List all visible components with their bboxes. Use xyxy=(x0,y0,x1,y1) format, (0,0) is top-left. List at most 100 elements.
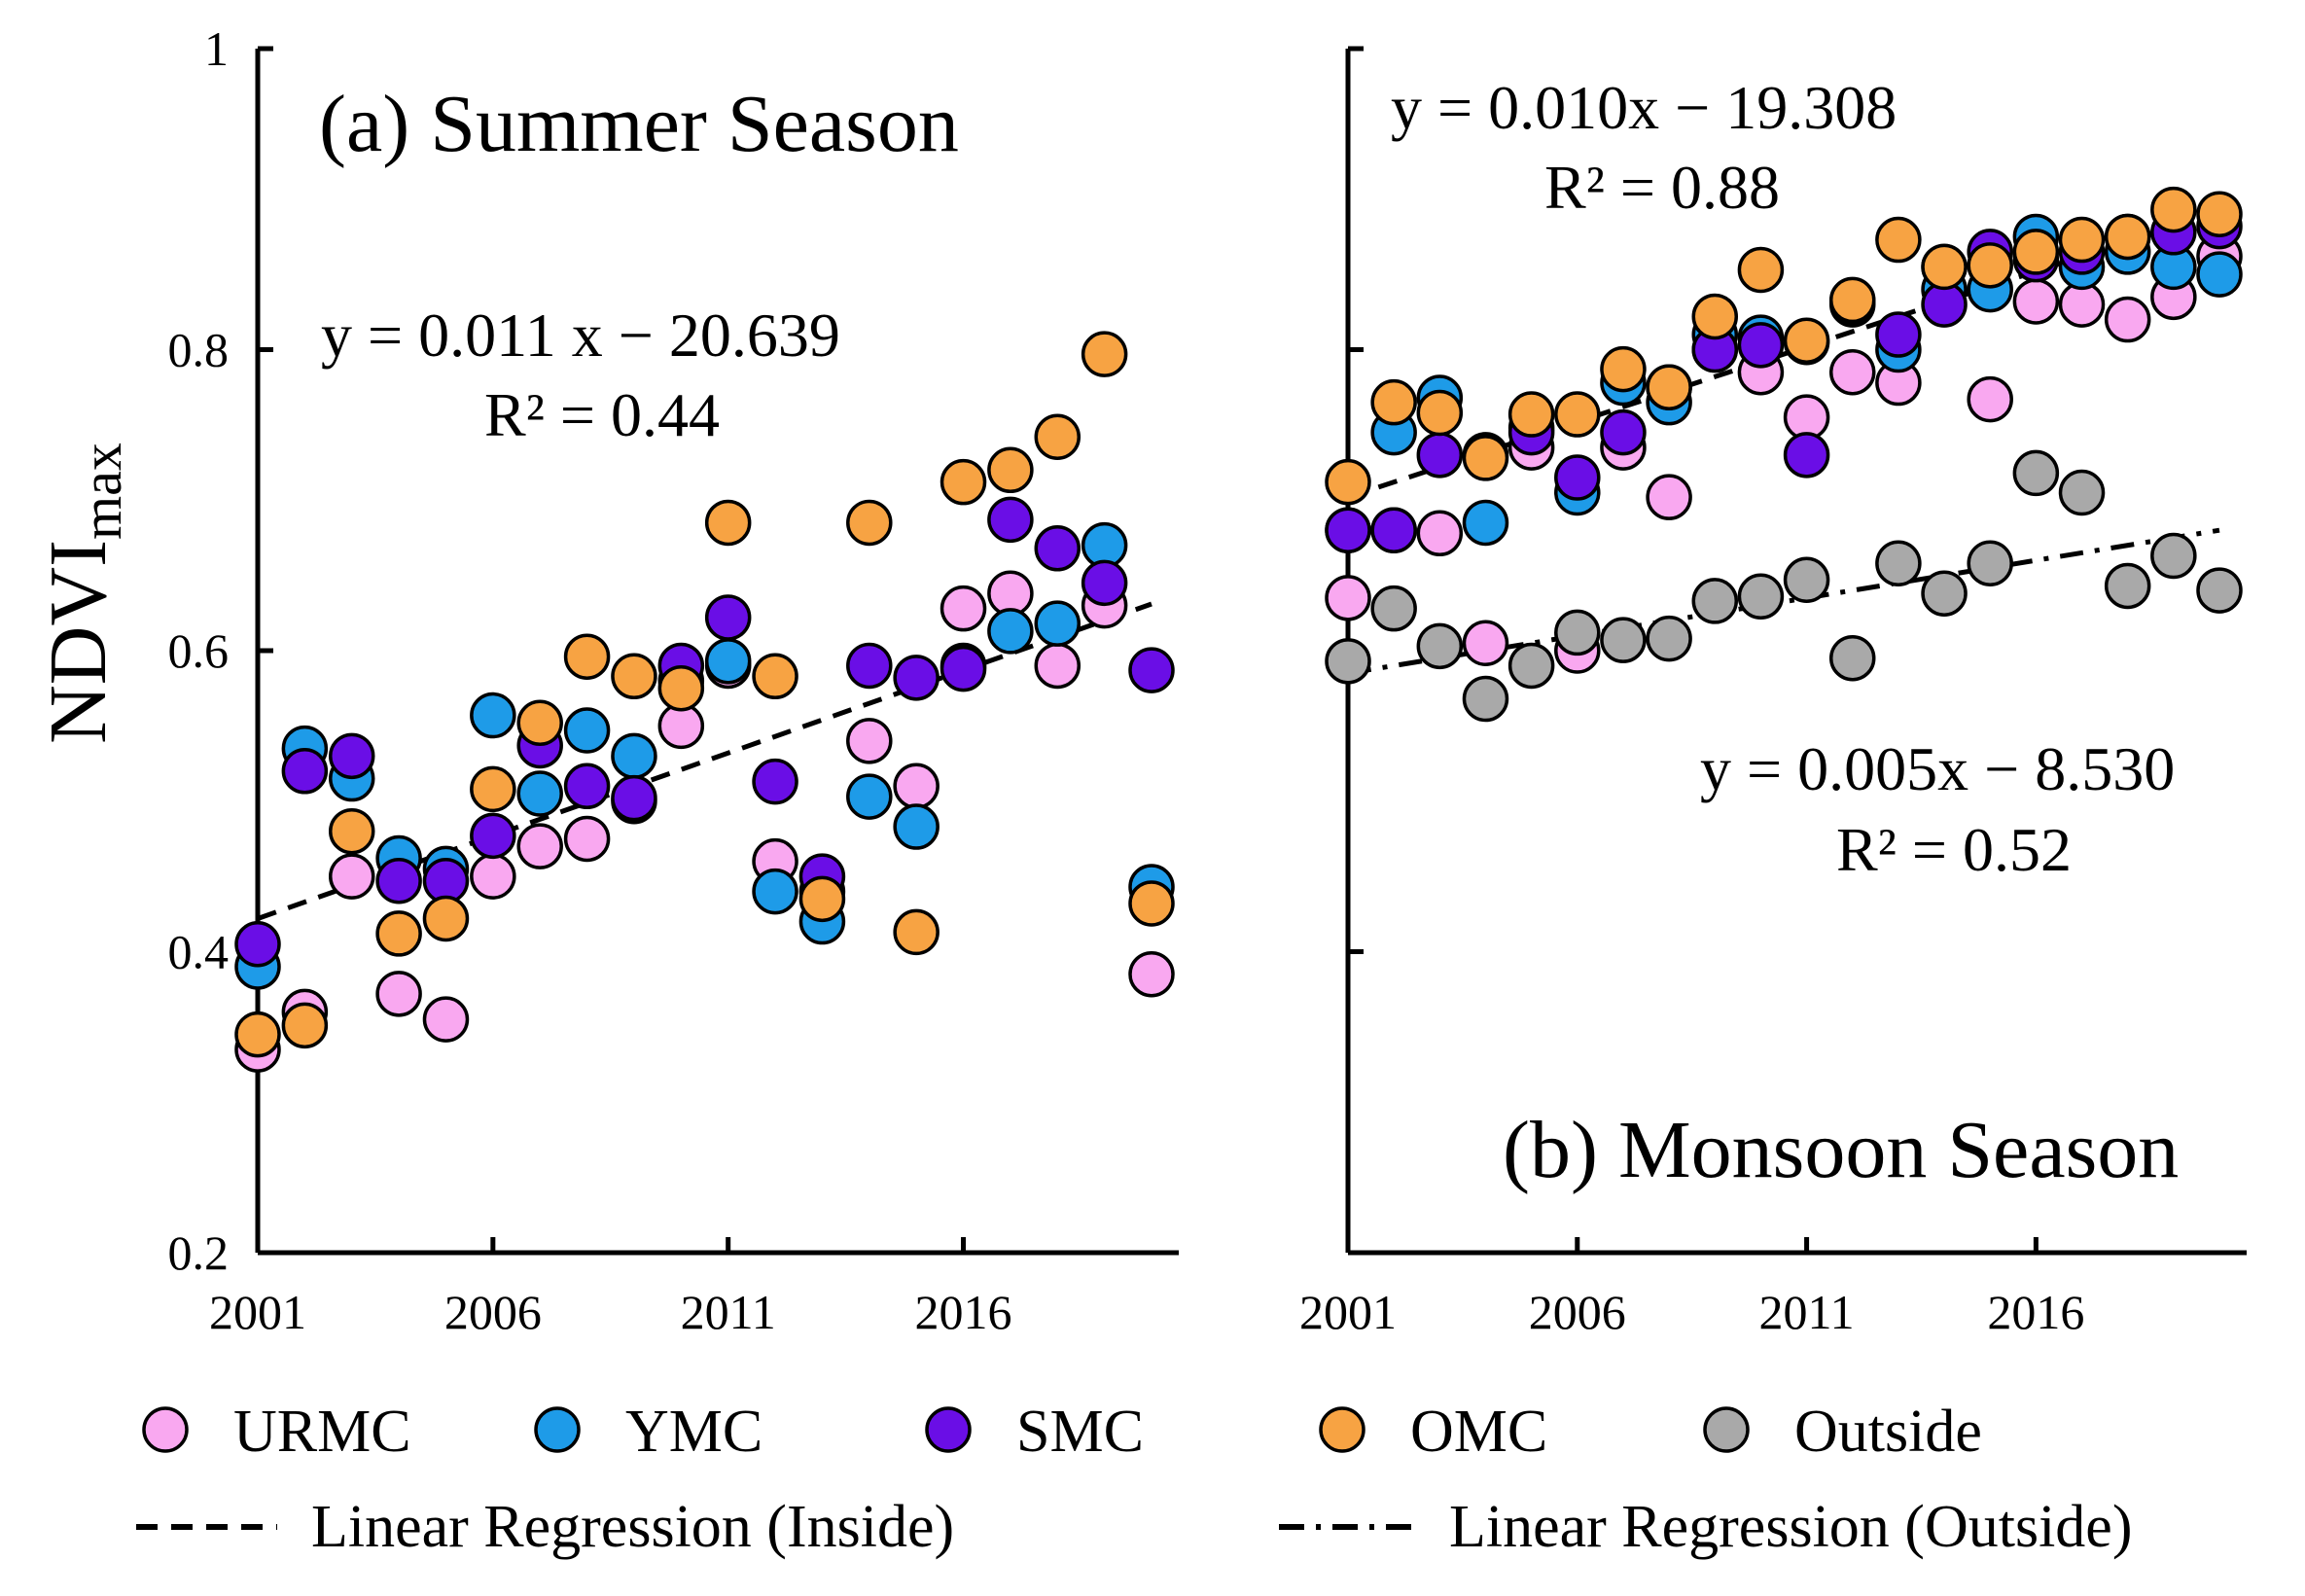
point-omc xyxy=(1034,413,1082,461)
point-omc xyxy=(611,653,657,700)
point-ymc xyxy=(893,803,940,850)
point-omc xyxy=(2104,213,2151,261)
point-omc xyxy=(563,633,611,680)
point-outside xyxy=(1691,578,1739,624)
point-omc xyxy=(1921,243,1968,291)
point-smc xyxy=(1325,507,1371,553)
point-urmc xyxy=(1128,950,1175,998)
point-ymc xyxy=(2196,251,2243,298)
point-smc xyxy=(752,758,798,805)
point-outside xyxy=(1737,573,1785,621)
point-omc xyxy=(1370,378,1417,426)
point-outside xyxy=(1462,675,1509,723)
legend-outside-line-label: Linear Regression (Outside) xyxy=(1449,1494,2132,1560)
point-smc xyxy=(987,496,1034,544)
point-smc xyxy=(470,812,516,860)
point-omc xyxy=(940,458,987,506)
panel-b-x-tick-label: 2001 xyxy=(1299,1285,1397,1339)
legend: URMC YMC SMC OMC Outside Linear Regression (… xyxy=(136,1399,2132,1560)
point-omc xyxy=(1967,242,2013,289)
point-smc xyxy=(375,858,422,904)
point-outside xyxy=(1600,617,1647,663)
panel-a-equation: y = 0.011 x − 20.639 xyxy=(321,301,840,370)
point-ymc xyxy=(611,732,657,780)
point-ymc xyxy=(752,868,798,915)
point-ymc xyxy=(563,707,611,754)
panel-a-x-tick-label: 2006 xyxy=(444,1285,542,1339)
point-smc xyxy=(281,748,329,795)
point-smc xyxy=(1034,525,1082,572)
point-urmc xyxy=(422,996,470,1043)
point-smc xyxy=(328,732,375,780)
point-omc xyxy=(1128,880,1175,927)
point-outside xyxy=(2058,469,2106,516)
point-omc xyxy=(1600,345,1647,393)
point-urmc xyxy=(1325,575,1371,621)
point-omc xyxy=(1081,331,1128,377)
point-omc xyxy=(1646,364,1692,410)
panel-b-inside-equation: y = 0.010x − 19.308 xyxy=(1391,73,1897,142)
legend-marker-omc xyxy=(1319,1406,1365,1453)
panel-a-x-tick-label: 2001 xyxy=(209,1285,306,1339)
point-omc xyxy=(987,446,1034,494)
point-omc xyxy=(422,895,470,942)
point-outside xyxy=(1646,615,1692,662)
point-outside xyxy=(1967,540,2013,586)
point-ymc xyxy=(1462,499,1509,547)
point-omc xyxy=(1416,389,1464,437)
point-outside xyxy=(1875,540,1922,586)
y-axis-label-subscript: max xyxy=(70,443,133,540)
panel-b-inside-r-squared: R² = 0.88 xyxy=(1544,153,1780,222)
panel-b-outside-r-squared: R² = 0.52 xyxy=(1836,815,2072,884)
y-tick-label: 1 xyxy=(204,21,229,76)
legend-label-smc: SMC xyxy=(1016,1399,1144,1465)
legend-label-outside: Outside xyxy=(1794,1399,1982,1465)
point-urmc xyxy=(563,815,611,863)
legend-marker-outside xyxy=(1703,1406,1750,1453)
panel-a-points xyxy=(234,331,1175,1073)
point-omc xyxy=(1325,458,1371,506)
point-omc xyxy=(1691,293,1739,340)
point-urmc xyxy=(1034,642,1082,690)
panel-b-title: (b) Monsoon Season xyxy=(1503,1105,2179,1195)
point-omc xyxy=(1507,391,1555,438)
legend-label-ymc: YMC xyxy=(625,1399,762,1465)
point-urmc xyxy=(516,823,563,869)
panel-b-x-tick-label: 2006 xyxy=(1529,1285,1626,1339)
legend-marker-ymc xyxy=(534,1406,581,1453)
panel-a-x-tick-label: 2011 xyxy=(681,1285,776,1339)
point-urmc xyxy=(1416,510,1464,557)
panel-b-x-tick-label: 2011 xyxy=(1759,1285,1855,1339)
legend-markers: URMC YMC SMC OMC Outside xyxy=(142,1399,1982,1465)
point-omc xyxy=(2196,191,2243,237)
point-outside xyxy=(1416,622,1464,670)
legend-marker-smc xyxy=(925,1406,972,1453)
point-urmc xyxy=(2104,296,2151,343)
point-ymc xyxy=(846,773,893,820)
panel-a-r-squared: R² = 0.44 xyxy=(484,380,720,449)
point-smc xyxy=(893,655,940,701)
point-outside xyxy=(2196,567,2243,614)
point-smc xyxy=(940,645,987,692)
y-axis-label-main: NDVI xyxy=(33,540,124,744)
point-omc xyxy=(1737,246,1785,294)
point-urmc xyxy=(1646,474,1692,520)
point-urmc xyxy=(375,971,422,1017)
panel-b-ticks: 2001 2006 2011 2016 xyxy=(1299,46,2084,1339)
point-urmc xyxy=(2012,278,2060,325)
panel-b-points xyxy=(1325,186,2243,723)
legend-inside-line-label: Linear Regression (Inside) xyxy=(311,1494,954,1560)
point-smc xyxy=(704,594,752,641)
point-ymc xyxy=(470,692,516,739)
point-ymc xyxy=(987,608,1034,655)
point-omc xyxy=(1783,317,1830,364)
panel-b-trend-outside xyxy=(1347,527,2220,676)
point-smc xyxy=(1370,507,1417,553)
point-smc xyxy=(1128,647,1175,693)
point-omc xyxy=(846,499,893,547)
point-ymc xyxy=(1034,600,1082,647)
point-omc xyxy=(1828,276,1876,324)
legend-marker-urmc xyxy=(142,1406,189,1453)
point-smc xyxy=(846,642,893,690)
